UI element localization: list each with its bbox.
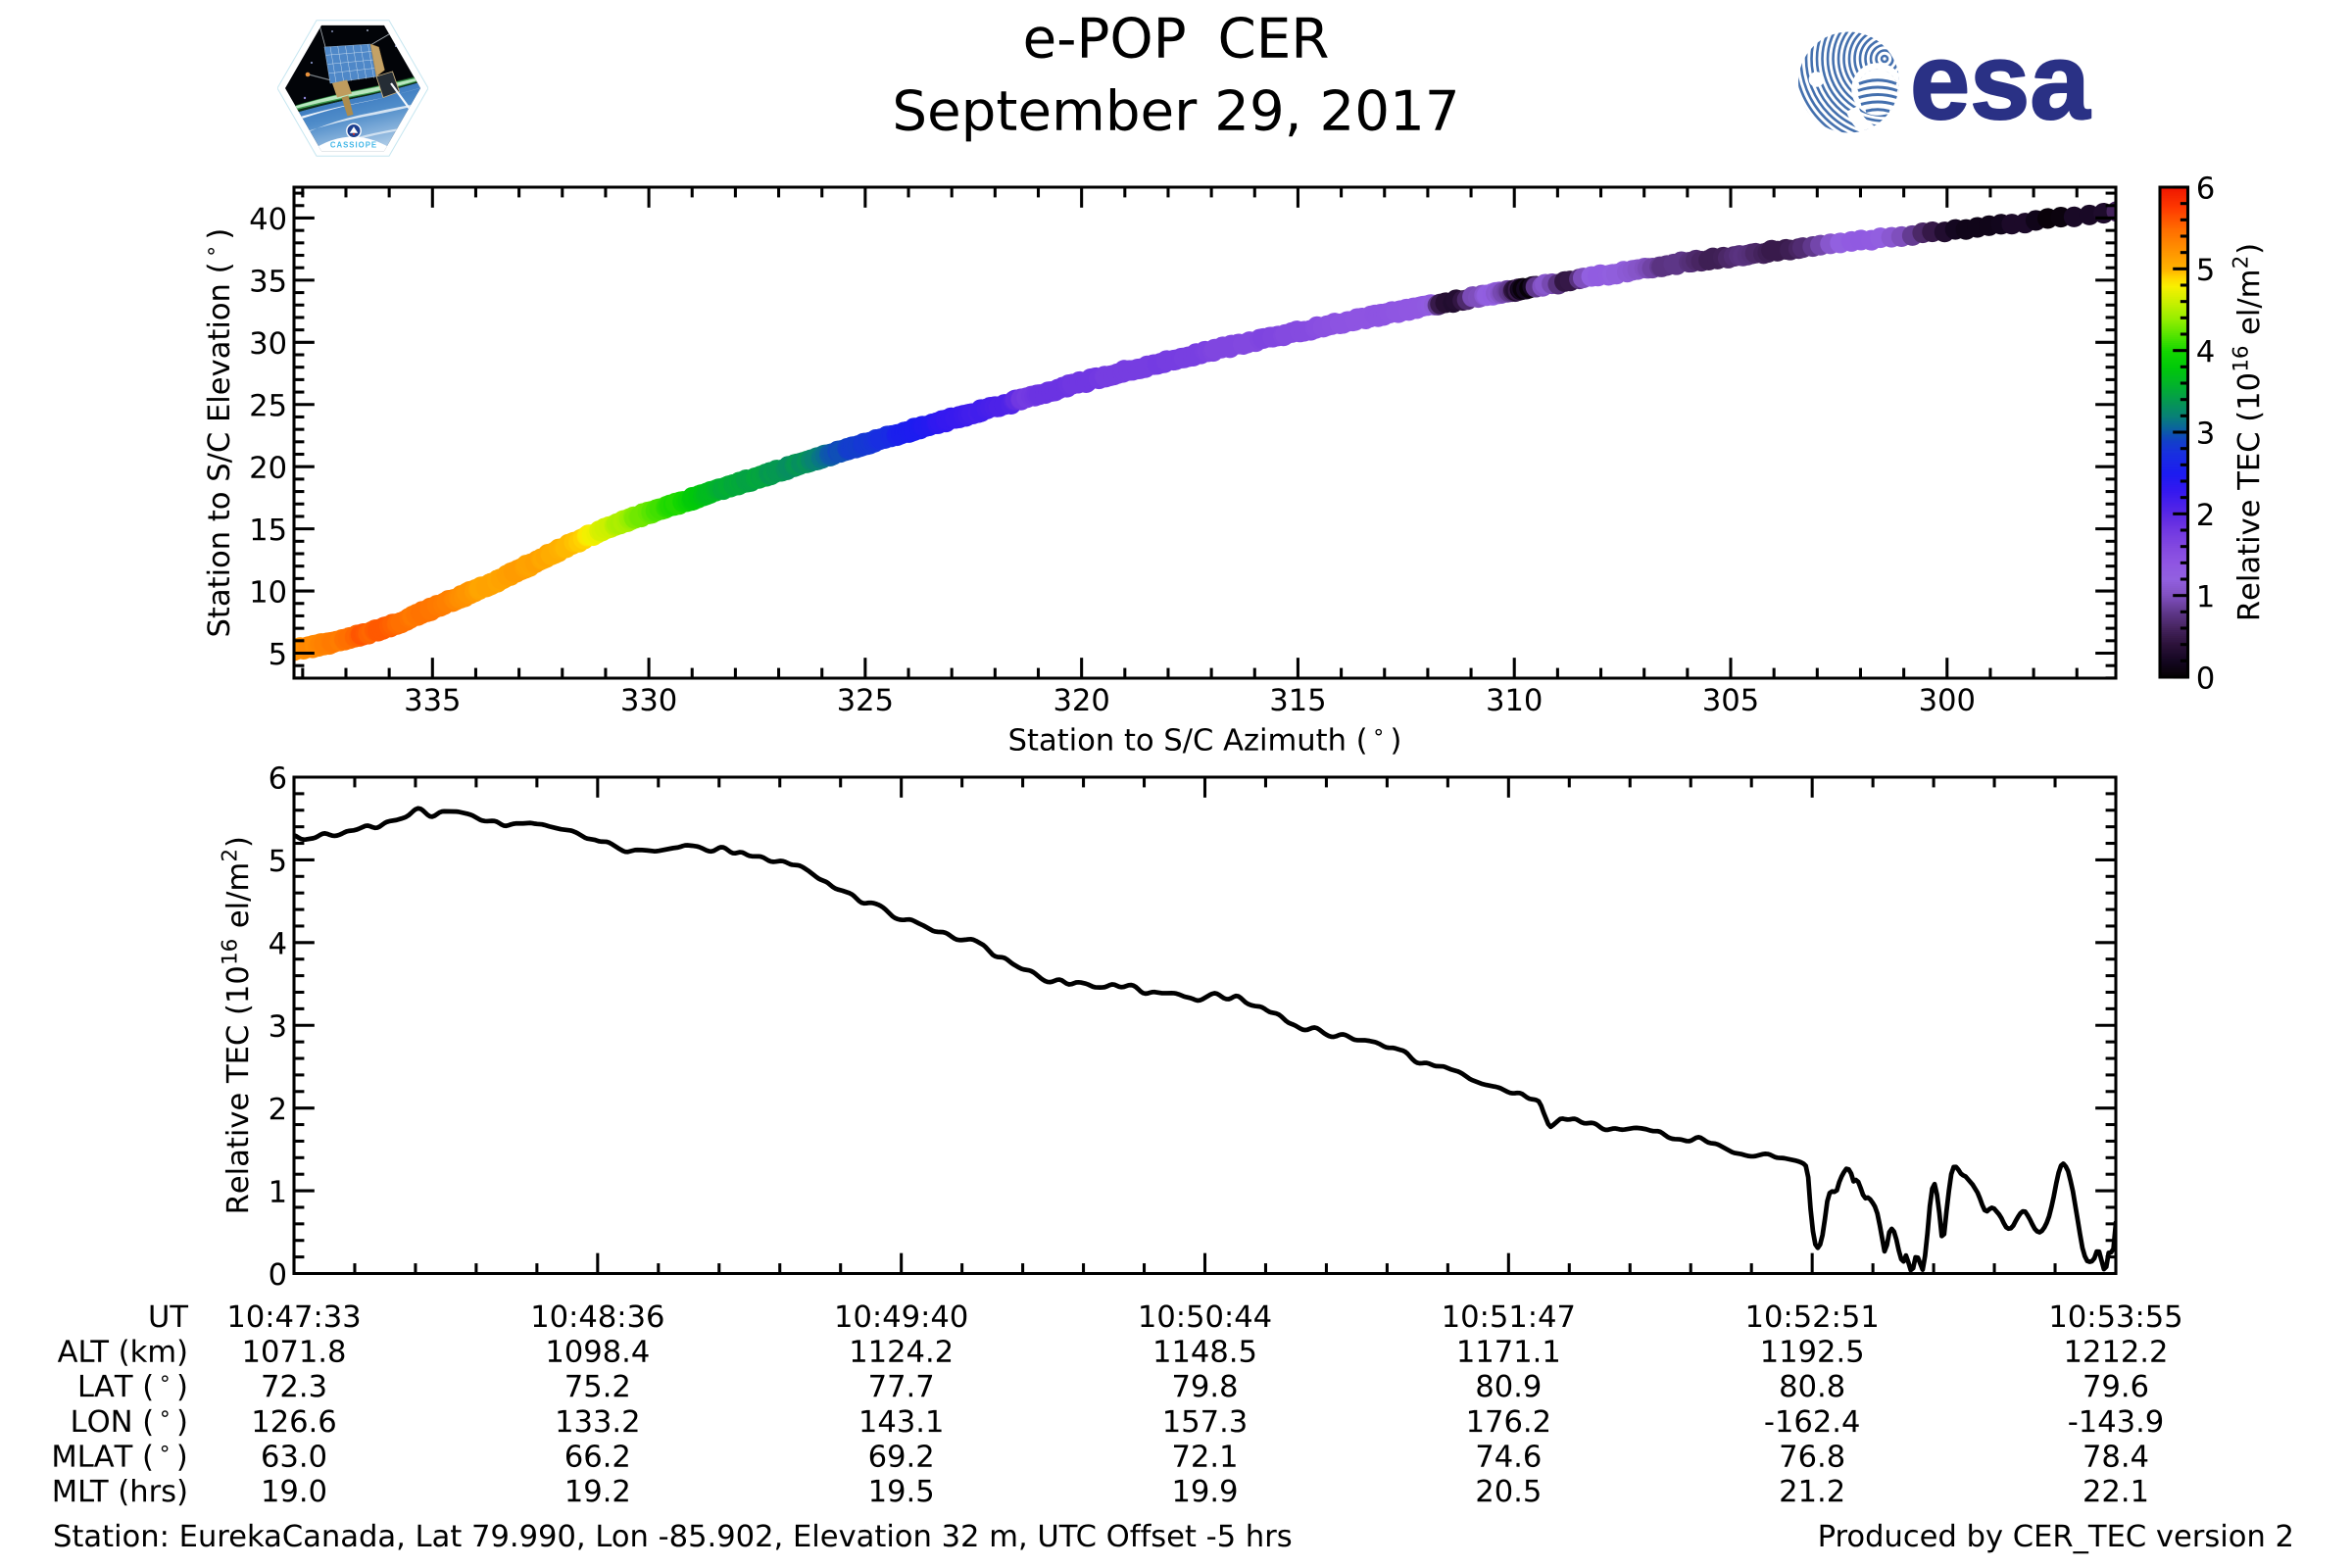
svg-text:CASSIOPE: CASSIOPE	[330, 141, 377, 150]
svg-text:esa: esa	[1910, 22, 2090, 142]
